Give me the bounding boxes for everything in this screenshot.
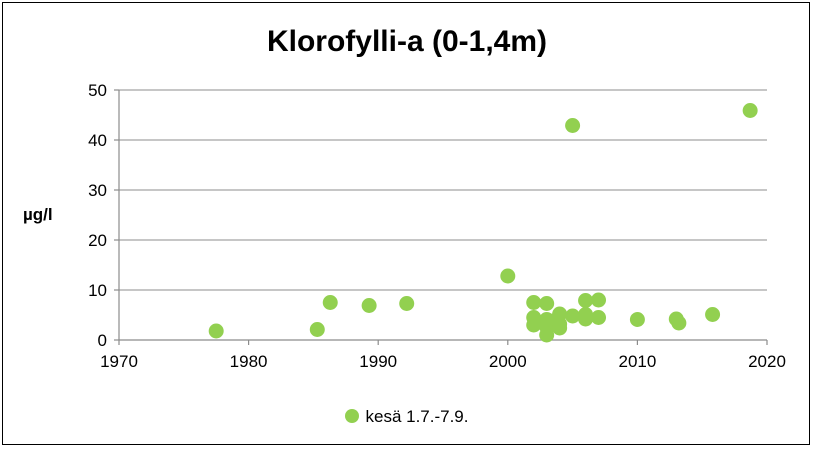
x-tick-label: 1980: [230, 352, 268, 371]
data-point: [552, 320, 568, 336]
data-point: [565, 308, 581, 324]
data-point: [591, 292, 607, 308]
data-point: [591, 310, 607, 325]
y-axis-label: µg/l: [23, 205, 53, 224]
data-point: [578, 293, 594, 308]
legend-label: kesä 1.7.-7.9.: [365, 407, 469, 426]
data-point: [500, 268, 516, 284]
data-point: [526, 317, 542, 333]
x-tick-label: 2000: [489, 352, 527, 371]
data-point: [539, 296, 555, 311]
y-tick-label: 10: [88, 281, 107, 300]
data-point: [578, 311, 594, 327]
chart-title: Klorofylli-a (0-1,4m): [266, 25, 548, 58]
data-point: [565, 118, 581, 133]
data-point: [526, 295, 542, 310]
data-point: [742, 103, 758, 118]
x-tick-label: 2020: [748, 352, 786, 371]
data-point: [322, 295, 338, 310]
x-tick-label: 2010: [618, 352, 656, 371]
data-point: [629, 312, 645, 327]
data-point: [208, 323, 224, 339]
plot-area: 0 10 20 30 40 50 1970 1980 1990 2000 2010 2020: [88, 81, 786, 371]
chart-frame: Klorofylli-a (0-1,4m) µg/l 0 10 20 30 40 50 19…: [2, 2, 810, 445]
y-tick-label: 30: [88, 181, 107, 200]
legend-marker: [345, 409, 360, 423]
y-tick-label: 40: [88, 131, 107, 150]
data-point: [399, 296, 415, 311]
data-point: [539, 327, 555, 343]
data-point: [705, 307, 721, 322]
x-tick-label: 1990: [359, 352, 397, 371]
data-point: [309, 322, 325, 337]
y-tick-label: 0: [98, 331, 107, 350]
y-tick-label: 50: [88, 81, 107, 100]
data-point: [361, 298, 377, 313]
x-tick-label: 1970: [100, 352, 138, 371]
data-point: [671, 315, 687, 331]
y-tick-label: 20: [88, 231, 107, 250]
legend: kesä 1.7.-7.9.: [3, 407, 811, 427]
